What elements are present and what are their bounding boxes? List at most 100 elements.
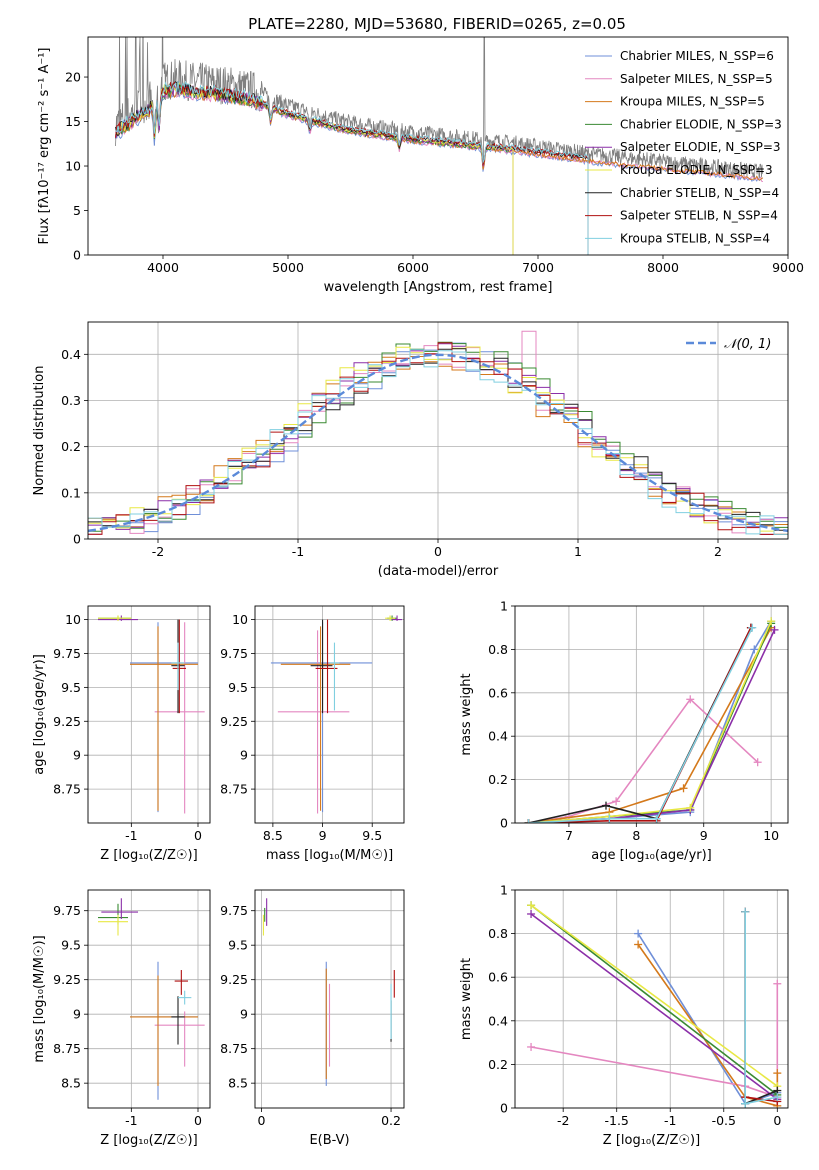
y-tick-label: 9 <box>73 1007 81 1022</box>
errorbar-point-kroupa_stelib <box>329 642 340 711</box>
x-tick-label: -2 <box>152 544 164 559</box>
y-tick-label: 9.5 <box>228 680 248 695</box>
legend-label-normal: 𝒩(0, 1) <box>724 337 771 352</box>
y-tick-label: 0.4 <box>61 347 81 362</box>
histogram-kroupa_stelib <box>88 349 788 535</box>
y-tick-label: 20 <box>65 70 81 85</box>
x-tick-label: -1 <box>292 544 304 559</box>
x-axis-label: E(B-V) <box>309 1133 349 1148</box>
x-tick-label: 9000 <box>772 260 804 275</box>
plot-area <box>527 901 782 1108</box>
spectrum-legend: Chabrier MILES, N_SSP=6 Salpeter MILES, N… <box>585 49 782 245</box>
legend-label-chabrier_elodie: Chabrier ELODIE, N_SSP=3 <box>620 117 782 131</box>
plot-area <box>262 898 395 1086</box>
y-axis-label: mass [log₁₀(M/M☉)] <box>32 935 47 1062</box>
errorbar-point-kroupa_stelib <box>178 990 192 1005</box>
errorbar-point-salpeter_elodie <box>392 615 403 621</box>
y-tick-label: 9 <box>240 1007 248 1022</box>
y-tick-label: 1 <box>500 599 508 614</box>
weight-line <box>528 620 772 823</box>
y-tick-label: 10 <box>65 612 81 627</box>
y-tick-label: 9 <box>73 748 81 763</box>
panel-spectrum: 4000 5000 6000 7000 8000 9000 0 5 10 15 20 waveleng… <box>37 36 804 295</box>
y-tick-label: 8.75 <box>53 782 81 797</box>
errorbar-point-salpeter_miles <box>154 1011 205 1067</box>
y-tick-label: 15 <box>65 114 81 129</box>
y-tick-label: 0.6 <box>488 970 508 985</box>
x-tick-label: 9.5 <box>362 828 382 843</box>
y-tick-label: 0.4 <box>488 1013 508 1028</box>
y-tick-label: 0 <box>73 248 81 263</box>
y-tick-label: 0.8 <box>488 926 508 941</box>
y-tick-label: 9.25 <box>53 972 81 987</box>
axes-decoration: 8.5 9 9.5 8.75 9 9.25 9.5 9.75 10 mass [log₁₀(M/M… <box>220 605 405 863</box>
y-tick-label: 0.1 <box>61 485 81 500</box>
x-tick-label: -1.5 <box>605 1113 629 1128</box>
axes-frame <box>87 36 789 256</box>
y-tick-label: 0.8 <box>488 642 508 657</box>
plot-area <box>98 615 205 814</box>
x-tick-label: 8000 <box>647 260 679 275</box>
y-tick-label: 0 <box>73 532 81 547</box>
x-tick-label: 4000 <box>147 260 179 275</box>
x-axis-label: Z [log₁₀(Z/Z☉)] <box>100 848 197 863</box>
axes-frame <box>514 889 789 1109</box>
weight-line <box>528 627 754 823</box>
y-tick-label: 0.4 <box>488 729 508 744</box>
weight-line <box>530 983 779 1099</box>
weight-line <box>530 904 778 1087</box>
errorbar-point-chabrier_stelib <box>171 996 185 1045</box>
x-tick-label: 9 <box>319 828 327 843</box>
y-tick-label: 8.5 <box>61 1076 81 1091</box>
x-axis-label: Z [log₁₀(Z/Z☉)] <box>100 1133 197 1148</box>
x-tick-label: 6000 <box>397 260 429 275</box>
plot-area <box>88 330 788 535</box>
normal-curve <box>88 353 788 533</box>
y-tick-label: 0 <box>500 1101 508 1116</box>
x-tick-label: 7000 <box>522 260 554 275</box>
axes-decoration: -2 -1 0 1 2 0 0.1 0.2 0.3 0.4 (data-model)/error No… <box>32 321 789 579</box>
x-tick-label: 7 <box>565 828 573 843</box>
x-tick-label: 8.5 <box>263 828 283 843</box>
x-tick-label: 0 <box>434 544 442 559</box>
y-axis-label: age [log₁₀(age/yr)] <box>32 654 47 775</box>
x-tick-label: 0 <box>194 828 202 843</box>
weight-line <box>528 627 772 823</box>
data-spectrum-line <box>115 37 764 180</box>
errorbar-point-kroupa_miles <box>130 626 198 811</box>
y-tick-label: 9.75 <box>53 646 81 661</box>
x-tick-label: 0.2 <box>381 1113 401 1128</box>
y-tick-label: 9.75 <box>220 903 248 918</box>
y-tick-label: 10 <box>232 612 248 627</box>
axes-decoration: 7 8 9 10 0 0.2 0.4 0.6 0.8 1 age [log₁₀(age/yr)] ma… <box>459 599 789 863</box>
weight-series-kroupa_stelib <box>741 907 782 1108</box>
panel-residuals: -2 -1 0 1 2 0 0.1 0.2 0.3 0.4 (data-model)/error No… <box>32 321 789 579</box>
y-tick-label: 1 <box>500 883 508 898</box>
axes-decoration: -1 0 8.5 8.75 9 9.25 9.5 9.75 Z [log₁₀(Z/Z☉)] mas… <box>32 889 211 1148</box>
axes-frame <box>514 605 789 824</box>
x-tick-label: -2 <box>557 1113 569 1128</box>
panel-age_vs_Z: -1 0 8.75 9 9.25 9.5 9.75 10 Z [log₁₀(Z/Z☉)] age … <box>32 605 211 863</box>
y-tick-label: 0.2 <box>61 439 81 454</box>
y-tick-label: 9.25 <box>220 714 248 729</box>
errorbar-point-kroupa_miles <box>280 626 351 811</box>
axes-decoration: 0 0.2 8.5 8.75 9 9.25 9.5 9.75 E(B-V) <box>220 889 405 1148</box>
y-tick-label: 9 <box>240 748 248 763</box>
panel-mass_vs_ebv: 0 0.2 8.5 8.75 9 9.25 9.5 9.75 E(B-V) <box>220 889 405 1148</box>
x-axis-label: (data-model)/error <box>378 564 499 579</box>
x-tick-label: 2 <box>714 544 722 559</box>
panel-mass_vs_Z: -1 0 8.5 8.75 9 9.25 9.5 9.75 Z [log₁₀(Z/Z☉)] mas… <box>32 889 211 1148</box>
axes-decoration: -1 0 8.75 9 9.25 9.5 9.75 10 Z [log₁₀(Z/Z☉)] age … <box>32 605 211 863</box>
errorbar-point-kroupa_elodie <box>98 615 132 621</box>
residual-legend: 𝒩(0, 1) <box>686 337 771 352</box>
legend-label-chabrier_miles: Chabrier MILES, N_SSP=6 <box>620 49 774 63</box>
legend-label-salpeter_elodie: Salpeter ELODIE, N_SSP=3 <box>620 140 781 154</box>
y-tick-label: 8.75 <box>220 782 248 797</box>
plot-area <box>115 37 764 255</box>
errorbar-point-salpeter_elodie <box>101 898 138 919</box>
x-tick-label: 0 <box>194 1113 202 1128</box>
x-axis-label: Z [log₁₀(Z/Z☉)] <box>603 1133 700 1148</box>
y-axis-label: Flux [fλ10⁻¹⁷ erg cm⁻² s⁻¹ A⁻¹] <box>37 48 52 245</box>
x-tick-label: -1 <box>125 1113 137 1128</box>
